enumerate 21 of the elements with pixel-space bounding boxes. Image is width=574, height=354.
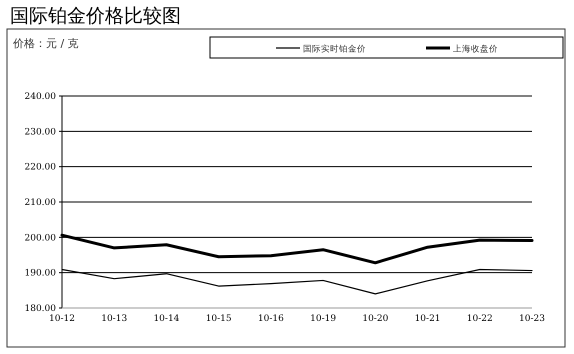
x-tick-label: 10-12: [49, 314, 75, 324]
legend-label: 上海收盘价: [453, 44, 498, 54]
x-tick-label: 10-15: [206, 314, 232, 324]
y-tick-label: 230.00: [24, 127, 56, 138]
x-tick-label: 10-20: [362, 314, 389, 324]
legend-label: 国际实时铂金价: [303, 44, 366, 54]
x-tick-label: 10-13: [101, 314, 128, 324]
x-tick-label: 10-21: [414, 314, 441, 324]
y-tick-label: 210.00: [24, 198, 56, 208]
y-tick-label: 220.00: [24, 162, 56, 173]
y-tick-label: 240.00: [24, 92, 56, 102]
x-tick-label: 10-16: [258, 314, 284, 324]
x-tick-label: 10-19: [310, 314, 336, 324]
x-tick-label: 10-22: [466, 314, 493, 324]
chart-title: 国际铂金价格比较图: [10, 5, 181, 27]
x-tick-label: 10-23: [519, 314, 546, 324]
y-tick-label: 180.00: [24, 304, 56, 314]
y-tick-label: 200.00: [24, 233, 56, 244]
x-tick-label: 10-14: [153, 314, 180, 324]
y-axis-title: 价格：元 / 克: [12, 37, 79, 50]
y-tick-label: 190.00: [24, 268, 56, 279]
